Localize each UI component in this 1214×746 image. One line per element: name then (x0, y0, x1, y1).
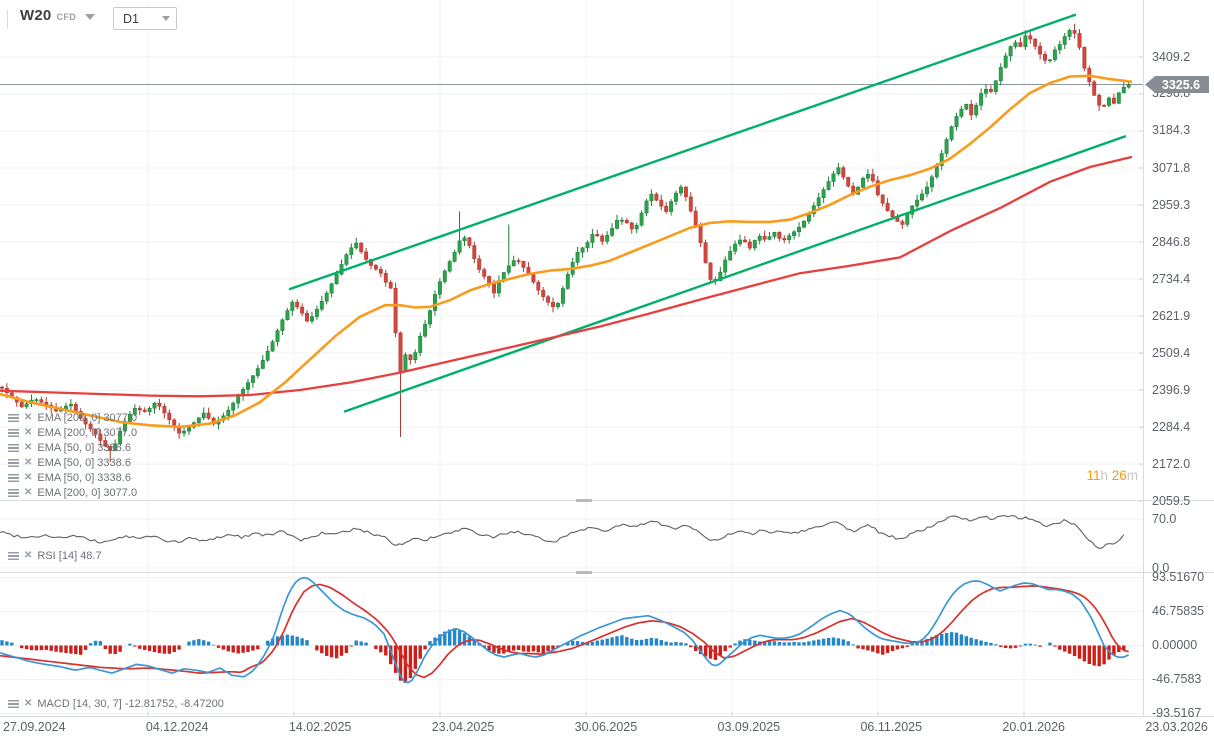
indicator-settings-icon[interactable] (8, 458, 19, 467)
indicator-close-icon[interactable]: ✕ (24, 486, 33, 498)
price-tick-label: 2734.4 (1152, 271, 1191, 286)
symbol-name: W20 (20, 7, 52, 24)
date-tick-label: 23.03.2026 (1145, 720, 1208, 734)
indicator-settings-icon[interactable] (8, 488, 19, 497)
indicator-close-icon[interactable]: ✕ (24, 411, 33, 423)
macd-tick-label: -46.7583 (1152, 672, 1202, 686)
macd-tick-label: 93.51670 (1152, 569, 1205, 584)
indicator-label-row: ✕ EMA [50, 0] 3338.6 (8, 455, 137, 470)
candle-countdown: 11h 26m (1086, 468, 1138, 483)
main-rsi-separator[interactable] (0, 500, 1214, 501)
indicator-close-icon[interactable]: ✕ (24, 697, 33, 709)
date-tick-label: 23.04.2025 (431, 720, 495, 734)
rsi-macd-separator[interactable] (0, 572, 1214, 573)
current-price-badge: 3325.6 (1145, 76, 1209, 93)
indicator-label-text: EMA [200, 0] 3077.0 (37, 411, 138, 424)
price-tick-label: 3071.8 (1152, 160, 1191, 175)
indicator-settings-icon[interactable] (8, 551, 19, 560)
time-axis[interactable]: 27.09.2024 04.12.2024 14.02.2025 23.04.2025… (3, 720, 1208, 734)
indicator-close-icon[interactable]: ✕ (24, 441, 33, 453)
rsi-indicator-label: ✕ RSI [14] 48.7 (8, 548, 102, 563)
rsi-tick-label: 70.0 (1152, 511, 1177, 526)
toolbar-edge (7, 10, 8, 29)
price-tick-label: 2621.9 (1152, 308, 1191, 323)
indicator-label-row: ✕ EMA [50, 0] 3338.6 (8, 470, 137, 485)
indicator-label-row: ✕ EMA [50, 0] 3338.6 (8, 440, 137, 455)
chevron-down-icon (85, 13, 96, 20)
indicator-settings-icon[interactable] (8, 699, 19, 708)
indicator-label-text: EMA [200, 0] 3077.0 (37, 486, 138, 499)
macd-label-text: MACD [14, 30, 7] -12.81752, -8.47200 (37, 697, 224, 710)
symbol-selector[interactable]: W20 CFD (20, 7, 96, 24)
indicator-settings-icon[interactable] (8, 473, 19, 482)
indicator-close-icon[interactable]: ✕ (24, 456, 33, 468)
indicator-label-text: EMA [200, 0] 3077.0 (37, 426, 138, 439)
price-tick-label: 2284.4 (1152, 419, 1191, 434)
price-tick-label: 3409.2 (1152, 49, 1191, 64)
indicator-settings-icon[interactable] (8, 443, 19, 452)
price-tick-label: 2509.4 (1152, 345, 1191, 360)
price-tick-label: 3184.3 (1152, 123, 1191, 138)
indicator-close-icon[interactable]: ✕ (24, 471, 33, 483)
date-tick-label: 04.12.2024 (145, 720, 209, 734)
timeframe-select[interactable]: D1 (113, 7, 177, 30)
price-tick-label: 2959.3 (1152, 197, 1191, 212)
indicator-label-row: ✕ EMA [200, 0] 3077.0 (8, 485, 137, 500)
chevron-down-icon (162, 16, 170, 21)
timeframe-value: D1 (123, 11, 139, 26)
price-tick-label: 2172.0 (1152, 456, 1191, 471)
indicator-label-text: EMA [50, 0] 3338.6 (37, 441, 131, 454)
indicator-label-text: EMA [50, 0] 3338.6 (37, 471, 131, 484)
rsi-label-text: RSI [14] 48.7 (37, 549, 102, 562)
indicator-label-row: ✕ EMA [200, 0] 3077.0 (8, 410, 137, 425)
indicator-settings-icon[interactable] (8, 413, 19, 422)
date-tick-label: 06.11.2025 (860, 720, 923, 734)
date-tick-label: 14.02.2025 (288, 720, 352, 734)
price-tick-label: 2396.9 (1152, 382, 1191, 397)
rsi-tick-label: 0.0 (1152, 560, 1170, 575)
price-axis-border (1143, 0, 1144, 716)
panel-resize-handle[interactable] (576, 571, 592, 574)
indicator-label-row: ✕ EMA [200, 0] 3077.0 (8, 425, 137, 440)
date-tick-label: 20.01.2026 (1002, 720, 1065, 734)
symbol-type-badge: CFD (56, 12, 77, 22)
price-tick-label: 2846.8 (1152, 234, 1191, 249)
macd-tick-label: 46.75835 (1152, 603, 1205, 618)
date-tick-label: 03.09.2025 (717, 720, 781, 734)
price-tick-label: 2059.5 (1152, 493, 1191, 508)
time-axis-separator (0, 716, 1214, 717)
indicator-close-icon[interactable]: ✕ (24, 426, 33, 438)
indicator-settings-icon[interactable] (8, 428, 19, 437)
indicator-labels: ✕ EMA [200, 0] 3077.0 ✕ EMA [200, 0] 3077.0… (8, 410, 137, 500)
date-tick-label: 30.06.2025 (574, 720, 638, 734)
macd-tick-label: -93.5167 (1152, 706, 1202, 720)
date-tick-label: 27.09.2024 (3, 720, 66, 734)
panel-resize-handle[interactable] (576, 499, 592, 502)
macd-indicator-label: ✕ MACD [14, 30, 7] -12.81752, -8.47200 (8, 696, 224, 711)
indicator-label-text: EMA [50, 0] 3338.6 (37, 456, 131, 469)
macd-tick-label: 0.00000 (1152, 638, 1198, 652)
indicator-close-icon[interactable]: ✕ (24, 549, 33, 561)
chart-canvas[interactable] (0, 0, 1143, 716)
